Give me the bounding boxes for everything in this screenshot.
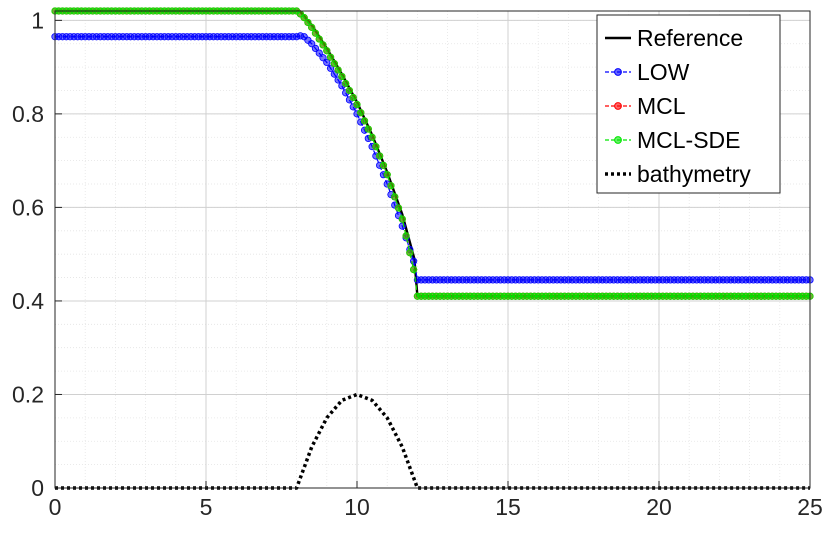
data-point: [376, 152, 384, 160]
data-point: [410, 265, 418, 274]
data-point: [330, 60, 338, 68]
legend-entry: LOW: [605, 59, 690, 85]
legend-swatch-marker: [614, 68, 622, 76]
data-point: [379, 161, 388, 169]
data-point: [315, 35, 323, 43]
data-point: [391, 193, 399, 201]
legend-label: LOW: [637, 59, 690, 85]
data-point: [319, 41, 327, 49]
y-tick-label: 0: [31, 475, 44, 501]
data-point: [300, 14, 308, 22]
data-point: [402, 232, 410, 240]
data-point: [398, 215, 406, 223]
legend-entry: bathymetry: [605, 161, 751, 187]
y-tick-label: 0.6: [12, 194, 44, 220]
x-tick-label: 25: [797, 494, 823, 520]
data-point: [368, 133, 376, 141]
data-point: [326, 53, 335, 61]
data-point: [319, 54, 327, 62]
data-point: [383, 171, 391, 179]
x-tick-label: 20: [646, 494, 672, 520]
legend-label: MCL: [637, 93, 686, 119]
y-tick-label: 0.4: [12, 288, 44, 314]
data-point: [342, 79, 350, 88]
data-point: [353, 100, 361, 109]
data-point: [410, 257, 418, 265]
data-point: [364, 125, 372, 133]
data-point: [308, 40, 316, 48]
data-point: [398, 222, 406, 230]
data-point: [304, 18, 312, 27]
legend-box: [596, 14, 781, 194]
legend-swatch-marker: [614, 102, 622, 110]
data-point: [357, 109, 365, 117]
data-point: [349, 93, 357, 102]
data-point: [326, 64, 335, 72]
legend-label: MCL-SDE: [637, 127, 741, 153]
data-point: [406, 249, 414, 257]
data-point: [334, 66, 342, 74]
data-point: [338, 72, 346, 81]
data-point: [308, 23, 316, 31]
series-line: [55, 392, 810, 490]
y-tick-label: 0.2: [12, 381, 44, 407]
x-tick-label: 5: [200, 494, 213, 520]
legend-label: bathymetry: [637, 161, 751, 187]
x-tick-label: 10: [344, 494, 370, 520]
legend-entry: MCL: [605, 93, 686, 119]
legend-label: Reference: [637, 25, 743, 51]
y-tick-label: 1: [31, 7, 44, 33]
data-point: [387, 182, 395, 190]
data-point: [394, 204, 403, 212]
legend: Reference LOW MCL MCL-SDE bathymetry: [596, 14, 781, 194]
data-point: [372, 143, 380, 151]
legend-swatch-marker: [614, 136, 622, 144]
data-point: [323, 47, 331, 55]
data-point: [315, 49, 323, 57]
legend-entry: MCL-SDE: [605, 127, 741, 153]
ticks-layer: 0 5 10 15 20 25 0 0.2 0.4 0.6 0.8 1: [12, 7, 823, 520]
data-point: [311, 44, 320, 53]
data-point: [360, 117, 369, 125]
x-tick-label: 15: [495, 494, 521, 520]
legend-entry: Reference: [605, 25, 743, 51]
y-tick-label: 0.8: [12, 101, 44, 127]
series-bathymetry: [55, 392, 810, 490]
data-point: [345, 86, 354, 95]
plot-frame: [54, 10, 811, 489]
x-tick-label: 0: [49, 494, 62, 520]
data-point: [323, 58, 331, 67]
data-point: [311, 29, 320, 37]
